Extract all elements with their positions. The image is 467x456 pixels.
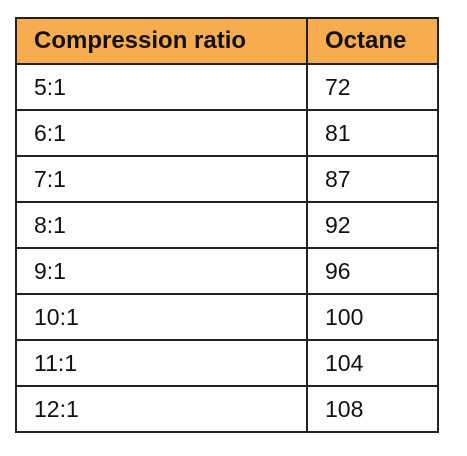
cell-octane: 104 [306, 339, 439, 387]
cell-compression-ratio: 9:1 [15, 247, 308, 295]
cell-octane: 87 [306, 155, 439, 203]
table-row: 9:1 96 [15, 247, 439, 295]
cell-compression-ratio: 11:1 [15, 339, 308, 387]
compression-octane-table: Compression ratio Octane 5:1 72 6:1 81 7… [15, 17, 439, 433]
cell-octane: 100 [306, 293, 439, 341]
header-row: Compression ratio Octane [15, 17, 439, 65]
table-row: 8:1 92 [15, 201, 439, 249]
cell-compression-ratio: 7:1 [15, 155, 308, 203]
cell-octane: 96 [306, 247, 439, 295]
cell-octane: 108 [306, 385, 439, 433]
cell-octane: 81 [306, 109, 439, 157]
header-octane: Octane [306, 17, 439, 65]
header-compression-ratio: Compression ratio [15, 17, 308, 65]
cell-compression-ratio: 6:1 [15, 109, 308, 157]
table-container: Compression ratio Octane 5:1 72 6:1 81 7… [15, 17, 439, 433]
cell-octane: 72 [306, 63, 439, 111]
table-row: 6:1 81 [15, 109, 439, 157]
cell-compression-ratio: 12:1 [15, 385, 308, 433]
cell-octane: 92 [306, 201, 439, 249]
table-row: 5:1 72 [15, 63, 439, 111]
table-row: 11:1 104 [15, 339, 439, 387]
table-row: 7:1 87 [15, 155, 439, 203]
table-row: 10:1 100 [15, 293, 439, 341]
cell-compression-ratio: 5:1 [15, 63, 308, 111]
cell-compression-ratio: 8:1 [15, 201, 308, 249]
cell-compression-ratio: 10:1 [15, 293, 308, 341]
table-row: 12:1 108 [15, 385, 439, 433]
